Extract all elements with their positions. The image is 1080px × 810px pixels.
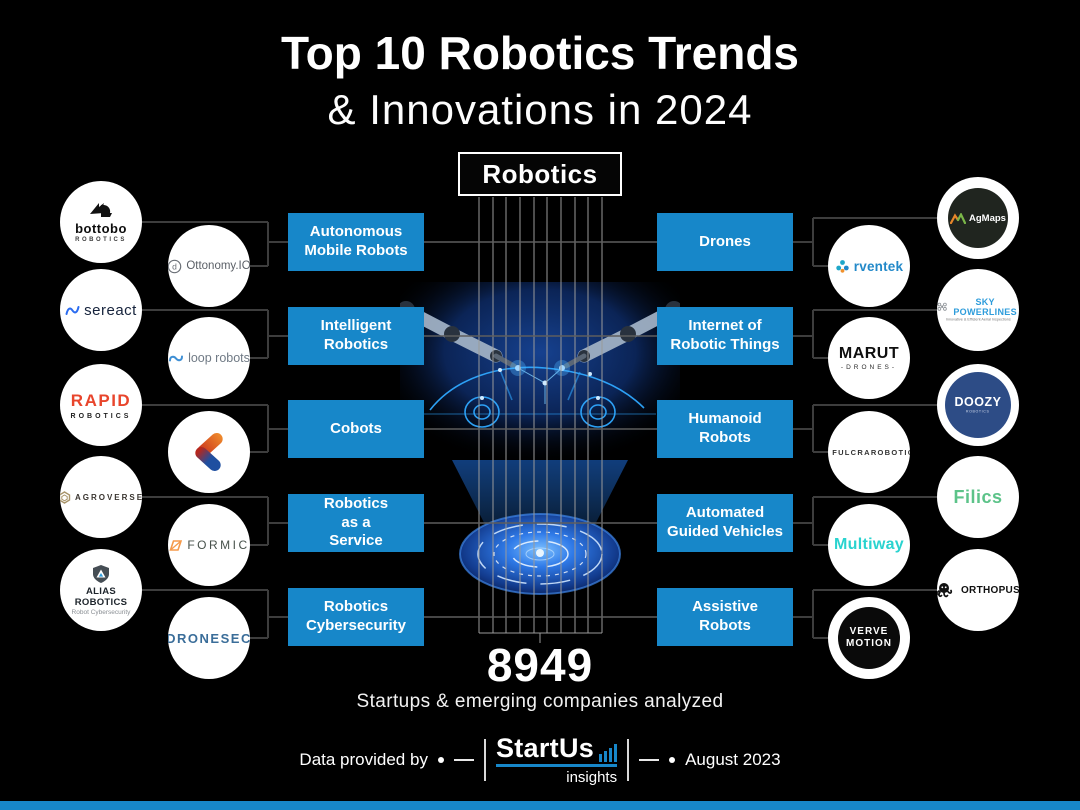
company-sub: ROBOTICS [70, 412, 132, 420]
trend-box-intelligent-robotics: Intelligent Robotics [288, 307, 424, 365]
company-name: AgMaps [969, 212, 1006, 224]
divider-bar [483, 739, 486, 781]
bottom-accent-bar [0, 801, 1080, 810]
bullet-dot [437, 757, 444, 763]
trend-box-robotics-cybersecurity: Robotics Cybersecurity [288, 588, 424, 646]
trend-box-cobots: Cobots [288, 400, 424, 458]
company-name: SKY POWERLINES [953, 296, 1017, 317]
divider-segment [639, 759, 660, 761]
footer: Data provided by StartUs insights August… [0, 734, 1080, 786]
stat-value: 8949 [486, 639, 594, 691]
logo-agmaps: AgMaps [937, 177, 1019, 259]
loop-icon [169, 355, 184, 361]
company-name: FULCRAROBOTICS [832, 447, 910, 457]
octopus-icon [937, 582, 953, 597]
company-name: sereact [84, 301, 137, 319]
company-name: VERVE [849, 625, 889, 637]
robot-assembly-illustration [400, 282, 680, 595]
orange-blue-chevron-icon [187, 430, 231, 474]
wireframe-car [424, 366, 656, 428]
logo-doozy: DOOZY ROBOTICS [937, 364, 1019, 446]
company-sub: -DRONES- [840, 364, 898, 371]
logo-rapid-robotics: RAPID ROBOTICS [60, 364, 142, 446]
logo-sereact: sereact [60, 269, 142, 351]
logo-abstract-chevron [168, 411, 250, 493]
date-label: August 2023 [685, 750, 781, 769]
logo-filics: Filics [937, 456, 1019, 538]
trend-box-internet-of-robotic-things: Internet of Robotic Things [657, 307, 793, 365]
drone-icon [937, 302, 947, 311]
logo-loop-robots: loop robots [168, 317, 250, 399]
startus-insights-logo: StartUs insights [495, 732, 618, 786]
root-node-label: Robotics [482, 158, 598, 189]
funnel-lines [478, 197, 603, 643]
mountain-icon [950, 212, 967, 224]
wave-icon [65, 305, 80, 315]
logo-marut-drones: MARUT -DRONES- [828, 317, 910, 399]
divider-segment [453, 759, 474, 761]
light-beam [452, 460, 628, 550]
company-name: FORMIC [187, 538, 250, 552]
shield-icon [93, 565, 109, 583]
logo-verve-motion: VERVE MOTION [828, 597, 910, 679]
trend-box-assistive-robots: Assistive Robots [657, 588, 793, 646]
company-name: AGROVERSE [74, 492, 142, 502]
company-name: Ottonomy.IO [186, 260, 250, 272]
data-provided-by-label: Data provided by [299, 750, 428, 769]
page-title: Top 10 Robotics Trends [281, 27, 799, 79]
company-name: bottobo [75, 221, 127, 236]
brand-sub: insights [566, 768, 618, 786]
logo-orthopus: ORTHOPUS [937, 549, 1019, 631]
logo-bottobo: bottobo ROBOTICS [60, 181, 142, 263]
holo-platform [459, 513, 621, 595]
logo-sky-powerlines: SKY POWERLINES Innovative & Efficient Ae… [937, 269, 1019, 351]
company-name: RAPID [70, 390, 132, 410]
page-subtitle: & Innovations in 2024 [327, 86, 753, 133]
company-name: loop robots [188, 351, 250, 365]
bullet-dot [669, 757, 676, 763]
divider-bar [627, 739, 630, 781]
company-name: Filics [953, 486, 1003, 507]
stat-caption: Startups & emerging companies analyzed [356, 691, 724, 712]
parallelogram-icon [169, 539, 183, 551]
logo-arventek: rventek [828, 225, 910, 307]
logo-agroverse: AGROVERSE [60, 456, 142, 538]
brand-name: StartUs [495, 732, 595, 763]
company-name: rventek [853, 258, 904, 274]
logo-ottonomy-io: d Ottonomy.IO [168, 225, 250, 307]
dot-cluster-icon [836, 259, 849, 273]
company-sub: Robot Cybersecurity [71, 609, 131, 616]
company-sub: MOTION [846, 638, 892, 649]
logo-fulcra-robotics: FULCRAROBOTICS [828, 411, 910, 493]
company-name: DRONESEC [168, 630, 250, 646]
logo-alias-robotics: ALIAS ROBOTICS Robot Cybersecurity [60, 549, 142, 631]
griffin-icon [90, 203, 112, 217]
trend-box-humanoid-robots: Humanoid Robots [657, 400, 793, 458]
hexagon-icon [60, 490, 71, 504]
company-name: ORTHOPUS [960, 584, 1019, 596]
circled-d-icon: d [168, 259, 182, 273]
company-name: Multiway [834, 536, 904, 553]
company-sub: ROBOTICS [966, 410, 990, 414]
company-name: ALIAS ROBOTICS [74, 586, 128, 608]
company-name: MARUT [838, 345, 900, 362]
trend-box-drones: Drones [657, 213, 793, 271]
trend-box-automated-guided-vehicles: Automated Guided Vehicles [657, 494, 793, 552]
bar-chart-icon [599, 743, 618, 762]
logo-dronesec: DRONESEC [168, 597, 250, 679]
robot-arms [400, 303, 680, 363]
trend-box-robotics-as-a-service: Robotics as a Service [288, 494, 424, 552]
row-link-lines [424, 241, 657, 618]
logo-formic: FORMIC [168, 504, 250, 586]
red-dot [849, 317, 853, 320]
logo-multiway: Multiway [828, 504, 910, 586]
company-sub: ROBOTICS [75, 237, 127, 243]
company-name: DOOZY [954, 395, 1002, 409]
root-node-robotics: Robotics [458, 152, 622, 196]
company-sub: Innovative & Efficient Aerial Inspection… [945, 317, 1011, 322]
trend-box-autonomous-mobile-robots: Autonomous Mobile Robots [288, 213, 424, 271]
svg-text:d: d [172, 261, 177, 271]
